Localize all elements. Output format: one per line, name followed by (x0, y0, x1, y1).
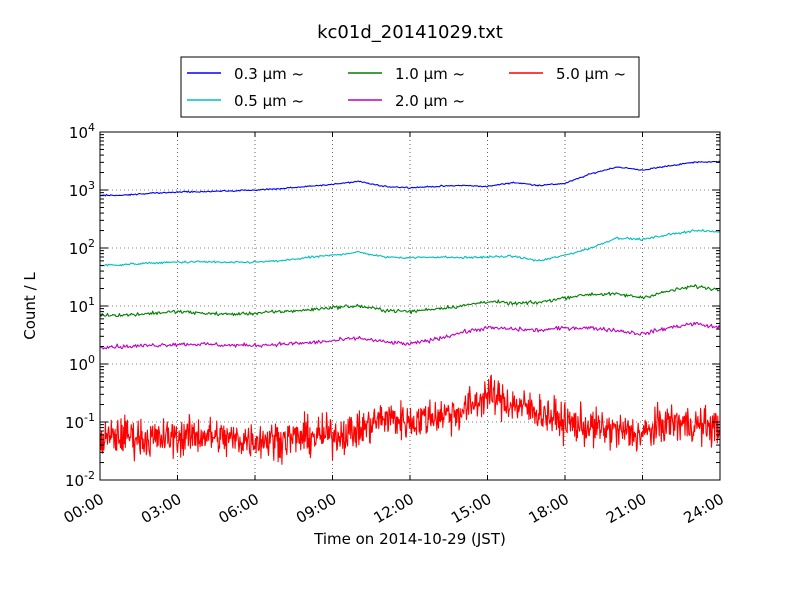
axis-ticks (99, 131, 721, 481)
legend: 0.3 µm ~ 0.5 µm ~ 1.0 µm ~ 2.0 µm ~ 5.0 µm ~ (180, 56, 640, 118)
legend-label: 5.0 µm ~ (556, 65, 626, 83)
plot-series (99, 160, 721, 465)
x-axis-label: Time on 2014-10-29 (JST) (313, 530, 506, 548)
y-tick-label: 100 (69, 353, 95, 374)
legend-label: 2.0 µm ~ (395, 92, 465, 110)
y-tick-label: 104 (69, 121, 95, 142)
chart-title: kc01d_20141029.txt (317, 22, 503, 43)
series-line (99, 160, 721, 197)
legend-label: 1.0 µm ~ (395, 65, 465, 83)
y-tick-label: 102 (69, 237, 95, 258)
y-tick-label: 10-2 (65, 469, 95, 490)
y-tick-label: 103 (69, 179, 95, 200)
y-tick-label: 10-1 (65, 411, 95, 432)
legend-label: 0.3 µm ~ (234, 65, 304, 83)
y-axis-label: Count / L (21, 272, 39, 340)
legend-label: 0.5 µm ~ (234, 92, 304, 110)
series-line (99, 321, 721, 350)
series-line (99, 284, 721, 318)
y-tick-labels: 10-2 10-1 100 101 102 103 104 (65, 121, 95, 490)
series-line (99, 374, 721, 465)
y-tick-label: 101 (69, 295, 95, 316)
legend-box (180, 56, 640, 118)
series-line (99, 229, 721, 267)
